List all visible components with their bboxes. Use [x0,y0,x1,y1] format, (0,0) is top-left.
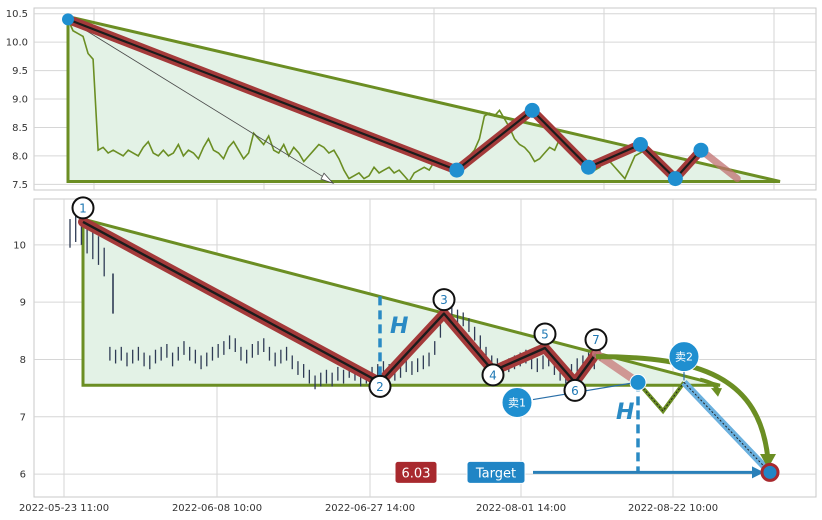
bottom-y-tick-label: 6 [20,470,26,481]
height-marker-label: H [390,314,408,339]
x-tick-label: 2022-08-01 14:00 [476,503,566,514]
bottom-pattern-labels: 1 2 3 4 5 6 7 [71,196,608,402]
pattern-point-4-circle [481,363,505,387]
pattern-point-2-circle [368,374,392,398]
target-value-badge [394,460,438,484]
bottom-panel-frame [33,198,817,498]
top-zigzag-projection [697,146,741,183]
top-pattern-point-5 [632,137,648,152]
sell-2-label: 卖2 [675,351,693,364]
top-triangle-fill [66,14,781,183]
pattern-point-2-label: 2 [376,380,384,394]
pattern-point-5-label: 5 [541,328,549,342]
bottom-y-tick-label: 8 [20,355,26,366]
sell-1-bubble [501,386,533,418]
curved-target-arrow [595,354,771,460]
sell-2-bubble [668,341,700,373]
top-arrow-line [67,19,328,180]
top-y-tick-label: 8.0 [12,151,28,162]
x-tick-label: 2022-06-27 14:00 [325,503,415,514]
bottom-triangle-fill [81,217,721,387]
target-point [760,462,780,482]
top-y-axis: 7.5 8.0 8.5 9.0 9.5 10.0 10.5 [6,9,28,191]
x-tick-label: 2022-08-22 10:00 [628,503,718,514]
top-pattern-point-1 [62,13,74,26]
height-marker-label: H [616,400,634,425]
x-tick-label: 2022-05-23 11:00 [19,503,109,514]
small-curved-arrowhead [711,388,722,397]
sell-1-label: 卖1 [508,396,526,409]
top-pattern-points [62,13,709,187]
pattern-point-7-label: 7 [592,333,600,347]
x-tick-label: 2022-06-08 10:00 [172,503,262,514]
target-diagonal [681,379,769,471]
pattern-point-5-circle [533,322,557,346]
top-y-tick-label: 8.5 [12,123,28,134]
pattern-point-3-circle [432,288,456,312]
pattern-point-6-circle [563,378,587,402]
pattern-point-4-label: 4 [489,368,497,382]
top-pattern-point-2 [449,162,465,178]
top-price-line [67,19,656,183]
target-label: Target [475,466,516,481]
target-value: 6.03 [402,466,431,481]
top-arrow-head [320,172,335,185]
top-pattern-point-7 [693,142,709,158]
bottom-y-axis: 6 7 8 9 10 [13,240,26,480]
top-pattern-point-4 [580,159,596,175]
pattern-point-7-circle [584,328,608,352]
breakdown-path-dots [637,382,685,412]
bottom-x-axis: 2022-05-23 11:00 2022-06-08 10:00 2022-06-… [19,503,718,514]
top-y-tick-label: 10.5 [6,9,28,20]
bottom-annotations: H H 6.03 Target 卖1 卖2 [378,296,780,484]
pattern-point-1-circle [71,196,95,220]
top-price-panel: 7.5 8.0 8.5 9.0 9.5 10.0 10.5 [6,7,817,191]
top-y-tick-label: 10.0 [6,38,28,49]
target-arrow-head [752,466,764,479]
bottom-y-tick-label: 9 [20,298,26,309]
target-label-badge [466,460,526,484]
top-y-tick-label: 9.0 [12,95,28,106]
bottom-y-tick-label: 7 [20,412,26,423]
pattern-point-6-label: 6 [571,384,579,398]
pattern-point-3-label: 3 [440,293,448,307]
bottom-y-tick-label: 10 [13,240,26,251]
pattern-point-1-label: 1 [79,201,87,215]
top-y-tick-label: 9.5 [12,66,28,77]
top-pattern-point-3 [524,102,540,118]
sell-point-1-dot [629,373,647,391]
curved-target-arrowhead [760,454,776,469]
top-pattern-point-6 [667,171,683,187]
top-y-tick-label: 7.5 [12,180,28,191]
